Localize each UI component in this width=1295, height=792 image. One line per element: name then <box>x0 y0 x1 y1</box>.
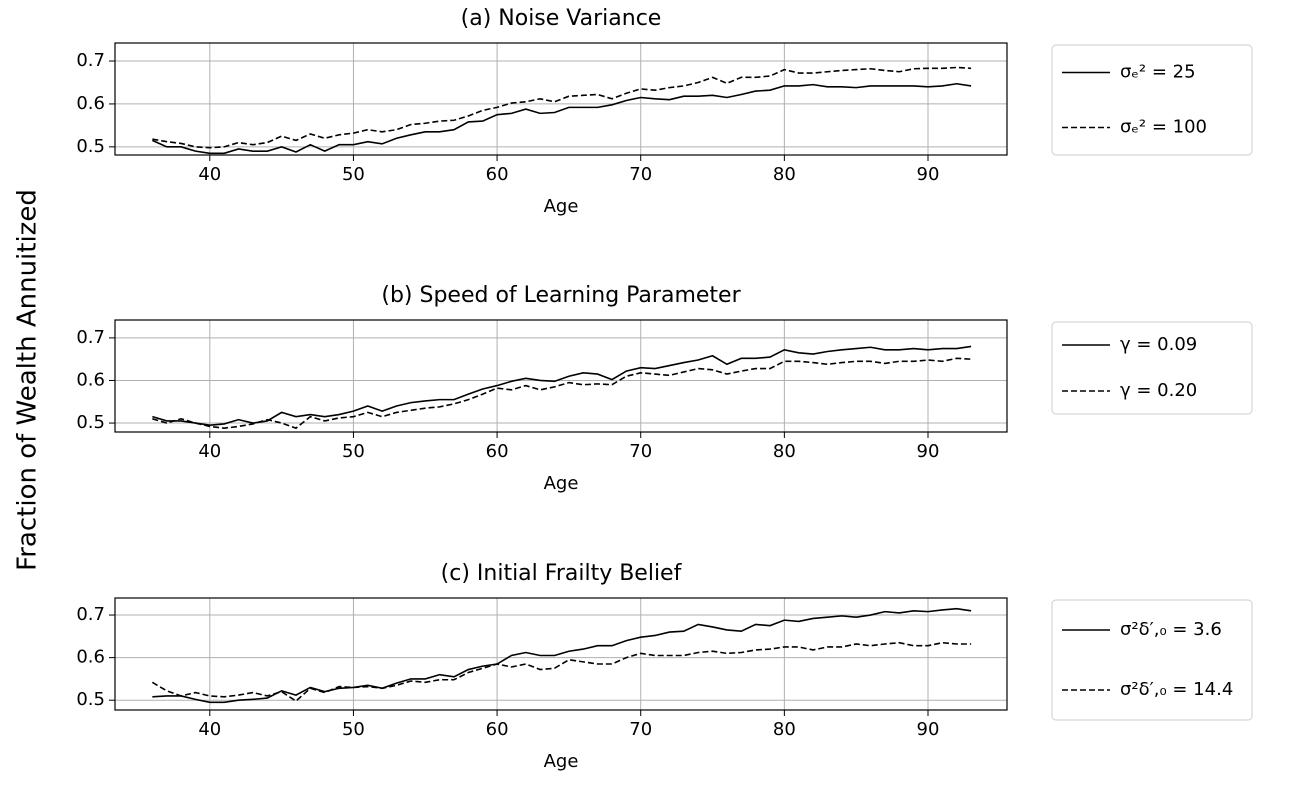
x-tick-label: 80 <box>773 164 796 185</box>
y-tick-label: 0.7 <box>76 604 105 625</box>
chart-title: (b) Speed of Learning Parameter <box>381 283 741 308</box>
legend-label: γ = 0.20 <box>1120 380 1197 401</box>
x-tick-label: 60 <box>486 164 509 185</box>
plot-frame <box>114 319 1008 433</box>
x-tick-label: 70 <box>629 164 652 185</box>
x-tick-label: 90 <box>917 441 940 462</box>
x-tick-label: 40 <box>198 719 221 740</box>
y-tick-label: 0.7 <box>76 50 105 71</box>
x-tick-label: 70 <box>629 441 652 462</box>
series-line <box>152 607 972 704</box>
y-tick-label: 0.6 <box>76 93 105 114</box>
y-tick-label: 0.5 <box>76 412 105 433</box>
series-line <box>152 82 972 155</box>
x-tick-label: 80 <box>773 719 796 740</box>
x-tick-label: 50 <box>342 164 365 185</box>
y-tick-label: 0.7 <box>76 327 105 348</box>
y-tick-label: 0.5 <box>76 136 105 157</box>
series-line <box>152 345 972 426</box>
legend-label: σ²δ′,₀ = 3.6 <box>1120 619 1222 640</box>
y-axis-label: Fraction of Wealth Annuitized <box>13 189 43 571</box>
series-line <box>152 66 972 149</box>
x-tick-label: 80 <box>773 441 796 462</box>
chart-title: (a) Noise Variance <box>461 6 662 31</box>
x-tick-label: 90 <box>917 164 940 185</box>
y-tick-label: 0.5 <box>76 689 105 710</box>
x-tick-label: 70 <box>629 719 652 740</box>
legend-label: σₑ² = 25 <box>1120 62 1196 83</box>
x-tick-label: 60 <box>486 441 509 462</box>
legend-label: γ = 0.09 <box>1120 334 1197 355</box>
x-tick-label: 50 <box>342 719 365 740</box>
x-tick-label: 40 <box>198 441 221 462</box>
plot-frame <box>114 597 1008 711</box>
legend-label: σ²δ′,₀ = 14.4 <box>1120 679 1233 700</box>
y-tick-label: 0.6 <box>76 369 105 390</box>
x-axis-label: Age <box>544 473 579 494</box>
x-axis-label: Age <box>544 196 579 217</box>
x-axis-label: Age <box>544 751 579 772</box>
legend-label: σₑ² = 100 <box>1120 117 1207 138</box>
x-tick-label: 40 <box>198 164 221 185</box>
y-tick-label: 0.6 <box>76 647 105 668</box>
plot-frame <box>114 42 1008 156</box>
legend-box <box>1051 599 1253 721</box>
chart-title: (c) Initial Frailty Belief <box>441 561 683 586</box>
series-line <box>152 357 972 430</box>
x-tick-label: 90 <box>917 719 940 740</box>
x-tick-label: 60 <box>486 719 509 740</box>
x-tick-label: 50 <box>342 441 365 462</box>
